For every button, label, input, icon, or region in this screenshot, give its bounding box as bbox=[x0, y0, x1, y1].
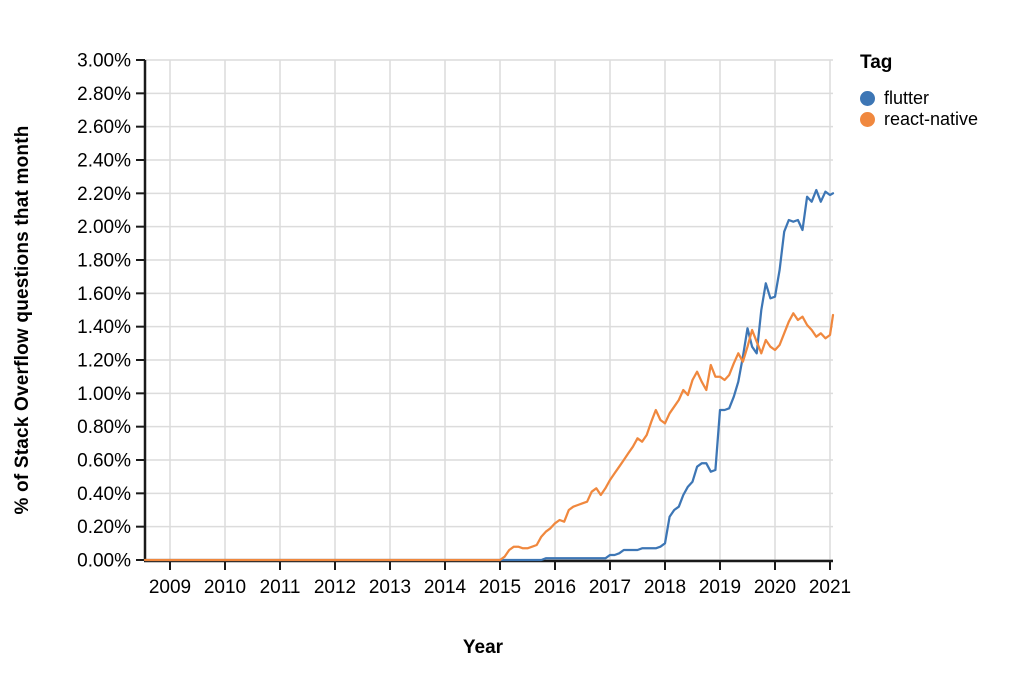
y-tick-label: 1.40% bbox=[77, 317, 131, 338]
x-tick-label: 2010 bbox=[204, 577, 246, 598]
y-tick-label: 2.40% bbox=[77, 151, 131, 172]
y-tick-label: 1.00% bbox=[77, 384, 131, 405]
y-tick-label: 3.00% bbox=[77, 51, 131, 72]
y-tick-label: 0.00% bbox=[77, 551, 131, 572]
x-tick-label: 2009 bbox=[149, 577, 191, 598]
y-tick-label: 0.80% bbox=[77, 417, 131, 438]
legend-entry-flutter: flutter bbox=[860, 88, 978, 109]
series-line-react-native bbox=[143, 312, 835, 562]
x-tick-label: 2016 bbox=[534, 577, 576, 598]
x-tick-label: 2019 bbox=[699, 577, 741, 598]
y-tick-label: 1.60% bbox=[77, 284, 131, 305]
y-tick-label: 0.20% bbox=[77, 517, 131, 538]
flutter-series-dot-icon bbox=[860, 91, 875, 106]
legend-label-react-native: react-native bbox=[884, 109, 979, 129]
y-tick-label: 1.20% bbox=[77, 351, 131, 372]
legend-entry-react-native: react-native bbox=[860, 109, 978, 130]
x-tick-label: 2013 bbox=[369, 577, 411, 598]
x-tick-label: 2018 bbox=[644, 577, 686, 598]
x-axis-title: Year bbox=[462, 637, 504, 658]
y-tick-label: 2.20% bbox=[77, 184, 131, 205]
x-tick-label: 2015 bbox=[479, 577, 521, 598]
y-tick-label: 0.60% bbox=[77, 451, 131, 472]
y-tick-label: 2.00% bbox=[77, 217, 131, 238]
y-tick-label: 1.80% bbox=[77, 251, 131, 272]
x-tick-label: 2011 bbox=[260, 577, 301, 598]
x-tick-label: 2021 bbox=[809, 577, 851, 598]
y-axis-title: % of Stack Overflow questions that month bbox=[12, 125, 33, 515]
x-tick-label: 2020 bbox=[754, 577, 796, 598]
x-tick-label: 2017 bbox=[589, 577, 631, 598]
x-tick-label: 2014 bbox=[424, 577, 467, 598]
y-tick-label: 2.80% bbox=[77, 84, 131, 105]
y-tick-label: 0.40% bbox=[77, 484, 131, 505]
x-tick-label: 2012 bbox=[314, 577, 356, 598]
react-native-series-dot-icon bbox=[860, 112, 875, 127]
legend: Tag flutter react-native bbox=[860, 52, 978, 130]
legend-title: Tag bbox=[860, 52, 893, 73]
y-tick-label: 2.60% bbox=[77, 117, 131, 138]
legend-label-flutter: flutter bbox=[884, 88, 930, 108]
